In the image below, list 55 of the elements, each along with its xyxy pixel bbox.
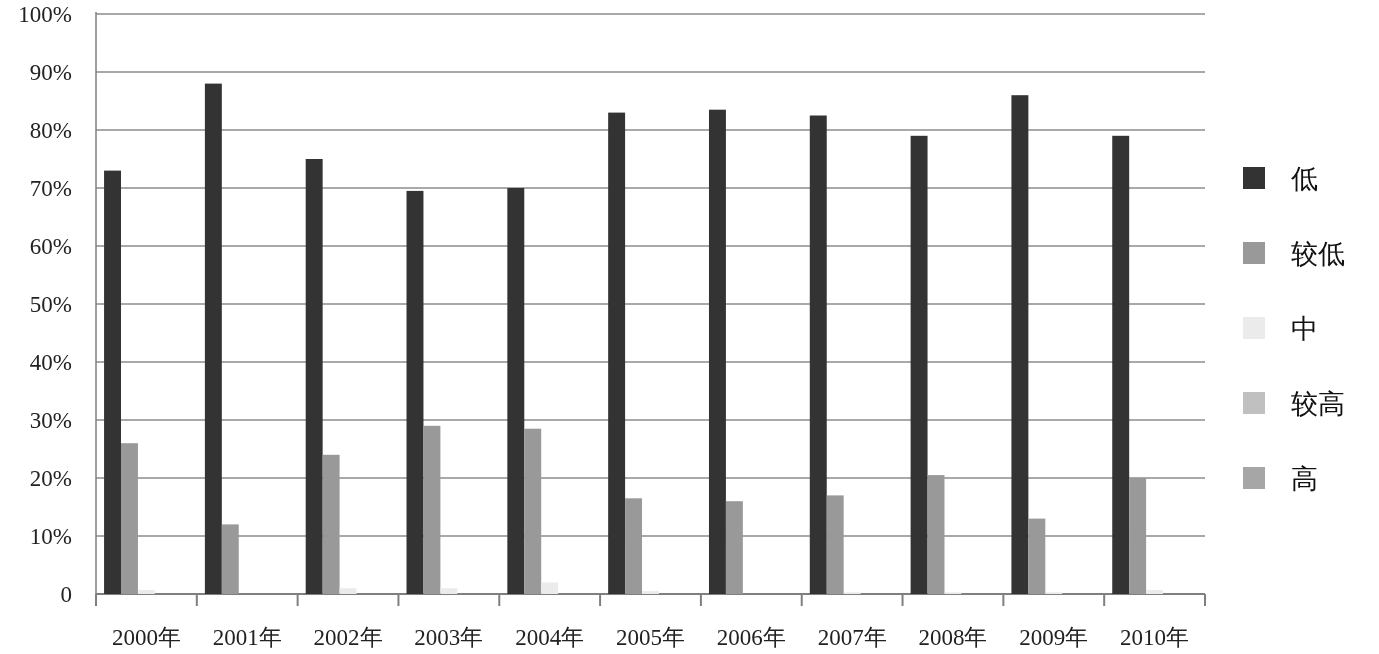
bar	[725, 501, 743, 594]
bar	[339, 588, 357, 594]
bar	[121, 443, 138, 594]
y-tick-label: 20%	[29, 466, 72, 491]
x-tick-label: 2006年	[716, 625, 786, 650]
legend-label: 较低	[1291, 239, 1345, 269]
bar	[423, 425, 441, 594]
bar	[221, 524, 239, 594]
legend-label: 中	[1291, 314, 1318, 344]
legend-label: 低	[1291, 164, 1318, 194]
bar	[1129, 478, 1147, 594]
y-tick-label: 70%	[29, 176, 72, 201]
bar	[524, 428, 542, 594]
bar	[1112, 135, 1130, 594]
y-tick-label: 50%	[29, 292, 72, 317]
bar	[708, 109, 726, 594]
y-tick-label: 80%	[29, 118, 72, 143]
bar	[322, 454, 340, 594]
y-tick-label: 60%	[29, 234, 72, 259]
legend-label: 较高	[1291, 389, 1345, 419]
x-tick-label: 2010年	[1120, 625, 1190, 650]
y-tick-label: 30%	[29, 408, 72, 433]
bar	[625, 498, 643, 594]
x-tick-label: 2005年	[616, 625, 685, 650]
bar	[1011, 95, 1029, 594]
x-tick-label: 2003年	[414, 625, 484, 650]
bar	[440, 588, 458, 594]
bar	[305, 159, 323, 594]
bar	[507, 188, 525, 594]
x-tick-label: 2002年	[313, 625, 383, 650]
bar	[104, 170, 121, 594]
y-tick-label: 0	[60, 582, 72, 607]
y-tick-label: 10%	[29, 524, 72, 549]
bar	[137, 589, 155, 594]
bar	[1028, 518, 1046, 594]
x-tick-label: 2001年	[212, 625, 282, 650]
y-tick-label: 40%	[29, 350, 72, 375]
bar	[910, 135, 928, 594]
bar	[204, 83, 222, 594]
bar	[826, 495, 844, 594]
x-tick-label: 2004年	[515, 625, 585, 650]
legend-label: 高	[1291, 464, 1318, 494]
bar	[642, 591, 659, 594]
y-tick-label: 90%	[29, 60, 72, 85]
bar	[406, 190, 424, 594]
bar	[809, 115, 827, 594]
bar	[1146, 589, 1164, 594]
y-tick-label: 100%	[18, 2, 72, 27]
bar	[927, 475, 945, 594]
x-tick-label: 2007年	[817, 625, 887, 650]
x-tick-label: 2008年	[918, 625, 988, 650]
bar	[608, 112, 626, 594]
bar	[541, 582, 559, 594]
x-tick-label: 2009年	[1019, 625, 1089, 650]
x-tick-label: 2000年	[111, 625, 181, 650]
